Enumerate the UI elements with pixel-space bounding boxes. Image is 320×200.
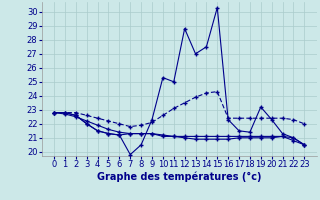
X-axis label: Graphe des températures (°c): Graphe des températures (°c) [97, 172, 261, 182]
